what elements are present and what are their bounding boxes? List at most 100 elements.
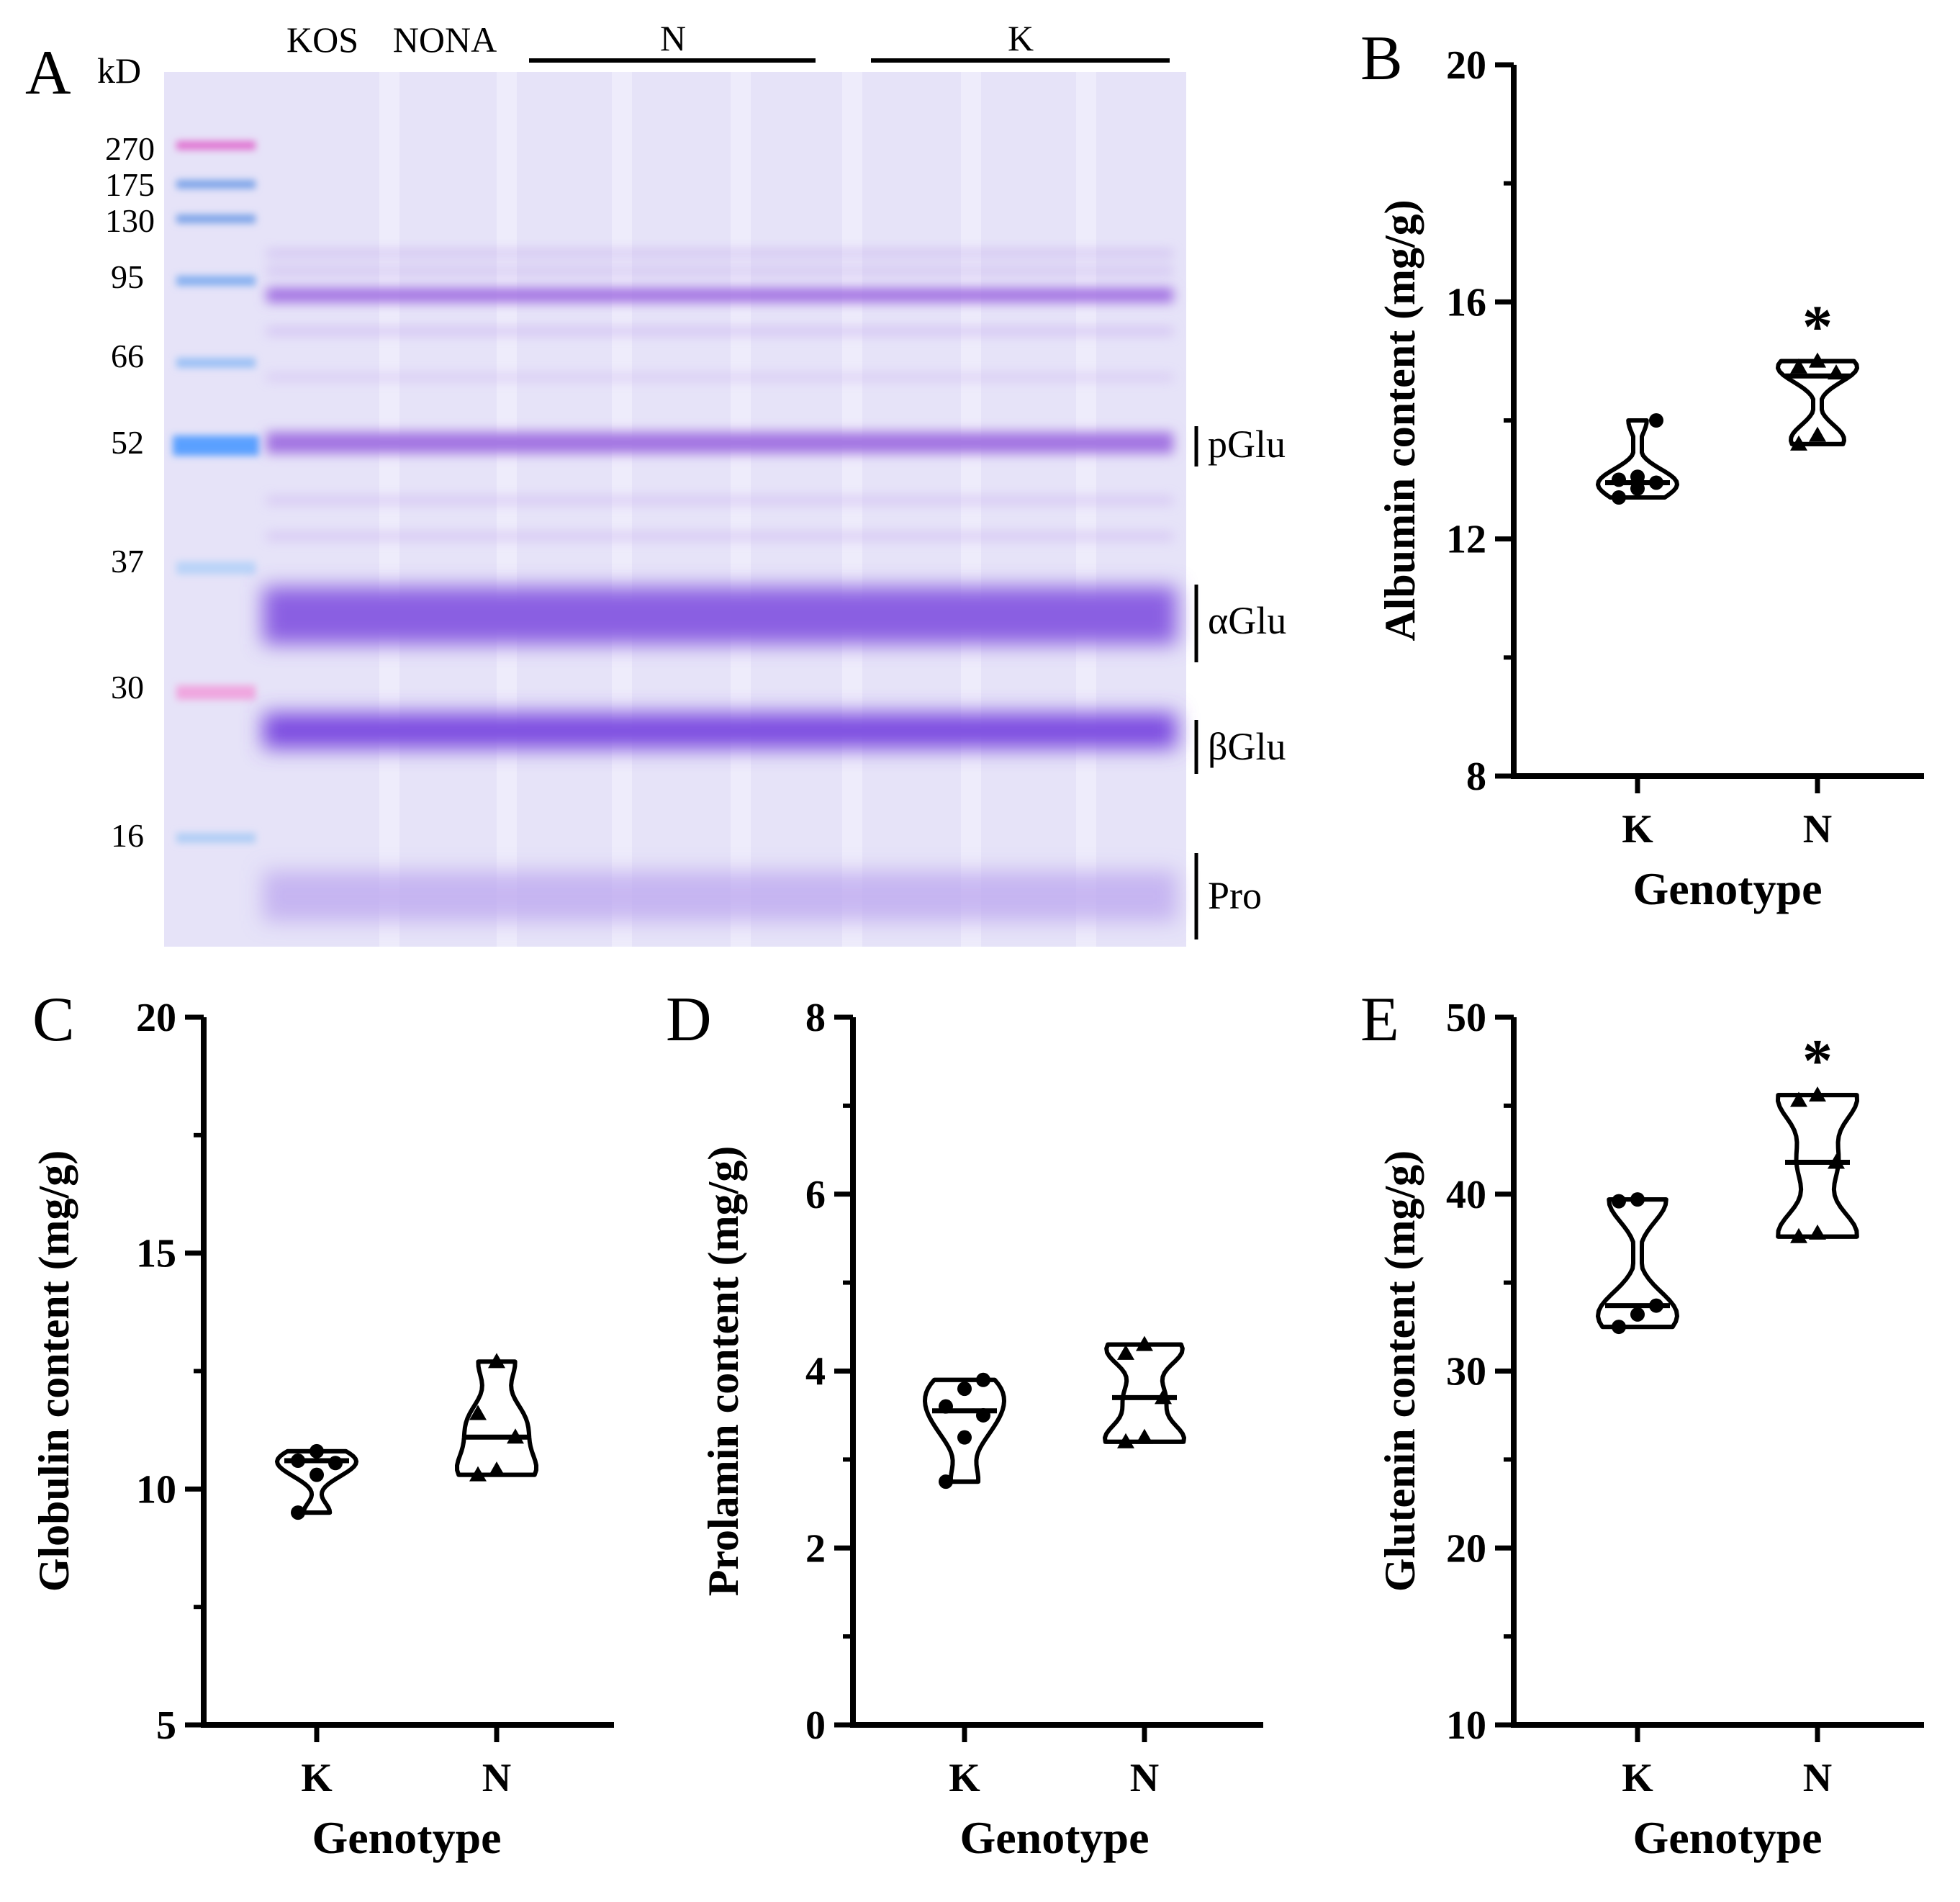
y-tick-label: 2 <box>805 1526 826 1571</box>
data-point <box>1809 426 1826 442</box>
data-point <box>1136 1428 1153 1444</box>
data-point <box>1612 1194 1626 1209</box>
group-label-n: N <box>660 18 686 58</box>
data-point <box>291 1453 305 1469</box>
band-label-aglu: αGlu <box>1208 599 1286 642</box>
data-point <box>488 1461 505 1477</box>
albumin-chart: B 8 12 16 20 Albumin content (mg/g) K N Genotype… <box>1360 24 1924 914</box>
data-point <box>1649 1298 1663 1313</box>
x-axis-label: Genotype <box>1632 1812 1822 1863</box>
glutenin-chart: E 10 20 30 40 50 Glutenin content (mg/g) K N Geno… <box>1360 985 1924 1863</box>
data-point <box>1612 472 1626 487</box>
data-point <box>507 1428 524 1444</box>
data-point <box>291 1505 305 1520</box>
y-axis-label: Prolamin content (mg/g) <box>700 1146 747 1596</box>
y-tick-label: 10 <box>136 1467 176 1512</box>
gel-image <box>164 72 1186 947</box>
data-point <box>1809 1086 1826 1102</box>
data-point <box>310 1443 324 1459</box>
data-point <box>957 1382 972 1397</box>
x-tick-label: K <box>1622 807 1653 852</box>
data-point <box>1649 413 1663 428</box>
x-tick-label: N <box>1803 1756 1832 1800</box>
data-point <box>1136 1335 1153 1351</box>
x-tick-label: N <box>1130 1756 1159 1800</box>
sample-bands <box>263 251 1177 921</box>
ladder-label: 52 <box>111 424 144 461</box>
y-tick-label: 8 <box>805 996 826 1040</box>
data-point <box>1790 1091 1807 1107</box>
data-point <box>328 1456 343 1471</box>
x-tick-label: K <box>301 1756 333 1800</box>
band-label-pro: Pro <box>1208 874 1262 917</box>
y-tick-label: 4 <box>805 1350 826 1394</box>
violin-body <box>1103 1342 1186 1444</box>
data-point <box>1630 469 1645 484</box>
data-point <box>957 1430 972 1445</box>
data-point <box>1790 358 1807 374</box>
x-axis-label: Genotype <box>1632 863 1822 914</box>
panel-letter: B <box>1360 24 1403 94</box>
data-point <box>939 1399 953 1414</box>
y-tick-label: 40 <box>1446 1173 1486 1217</box>
globulin-chart: C 5 10 15 20 Globulin content (mg/g) K N Genotyp… <box>30 985 614 1863</box>
y-tick-label: 20 <box>1446 43 1486 88</box>
ladder-label: 16 <box>111 817 144 854</box>
data-point <box>488 1353 505 1369</box>
x-tick-label: N <box>482 1756 511 1800</box>
lane-label-nona: NONA <box>393 19 497 60</box>
data-point <box>1828 364 1845 380</box>
panel-letter: C <box>32 985 75 1055</box>
panel-letter: E <box>1360 985 1399 1055</box>
data-point <box>1630 1307 1645 1322</box>
data-point <box>1117 1344 1134 1360</box>
panel-label-a: A <box>25 38 71 108</box>
x-tick-label: N <box>1803 807 1832 852</box>
y-tick-label: 8 <box>1466 754 1486 799</box>
data-point <box>1612 1320 1626 1335</box>
x-axis-label: Genotype <box>312 1812 501 1863</box>
data-point <box>1809 1224 1826 1240</box>
ladder-label: 30 <box>111 669 144 706</box>
violin-body <box>455 1359 538 1477</box>
prolamin-chart: D 0 2 4 6 8 Prolamin content (mg/g) K N Genotype <box>666 985 1263 1863</box>
lane-label-kos: KOS <box>286 19 358 60</box>
data-point <box>1828 1153 1845 1169</box>
data-point <box>469 1466 487 1482</box>
violin-body <box>1776 1093 1859 1239</box>
ladder-label: 175 <box>105 166 155 203</box>
gel-panel: A kD <box>25 18 1286 947</box>
panel-letter: D <box>666 985 712 1055</box>
y-axis-label: Globulin content (mg/g) <box>30 1150 78 1592</box>
violin-body <box>1776 359 1859 446</box>
y-tick-label: 10 <box>1446 1703 1486 1748</box>
ladder-labels: 270 175 130 95 66 52 37 30 16 <box>105 130 155 854</box>
data-point <box>1809 352 1826 368</box>
y-tick-label: 5 <box>156 1703 176 1748</box>
data-point <box>1790 435 1807 451</box>
y-tick-label: 50 <box>1446 996 1486 1040</box>
x-axis-label: Genotype <box>959 1812 1149 1863</box>
ladder-label: 270 <box>105 130 155 167</box>
y-tick-label: 20 <box>1446 1526 1486 1571</box>
data-point <box>1630 1192 1645 1207</box>
ladder-label: 66 <box>111 338 144 374</box>
data-point <box>310 1467 324 1482</box>
y-tick-label: 12 <box>1446 518 1486 562</box>
band-label-bglu: βGlu <box>1208 725 1286 768</box>
significance-star: * <box>1802 1027 1833 1094</box>
data-point <box>976 1372 990 1387</box>
group-label-k: K <box>1008 18 1034 58</box>
y-tick-label: 15 <box>136 1232 176 1276</box>
lane-separators <box>379 72 1096 947</box>
y-tick-label: 30 <box>1446 1350 1486 1394</box>
band-labels: pGlu αGlu βGlu Pro <box>1194 423 1286 939</box>
data-point <box>1630 481 1645 496</box>
y-tick-label: 16 <box>1446 280 1486 325</box>
data-point <box>1117 1433 1134 1448</box>
ladder-bands <box>173 141 259 843</box>
data-point <box>976 1407 990 1423</box>
x-tick-label: K <box>1622 1756 1653 1800</box>
significance-star: * <box>1802 294 1833 361</box>
data-point <box>1649 475 1663 490</box>
